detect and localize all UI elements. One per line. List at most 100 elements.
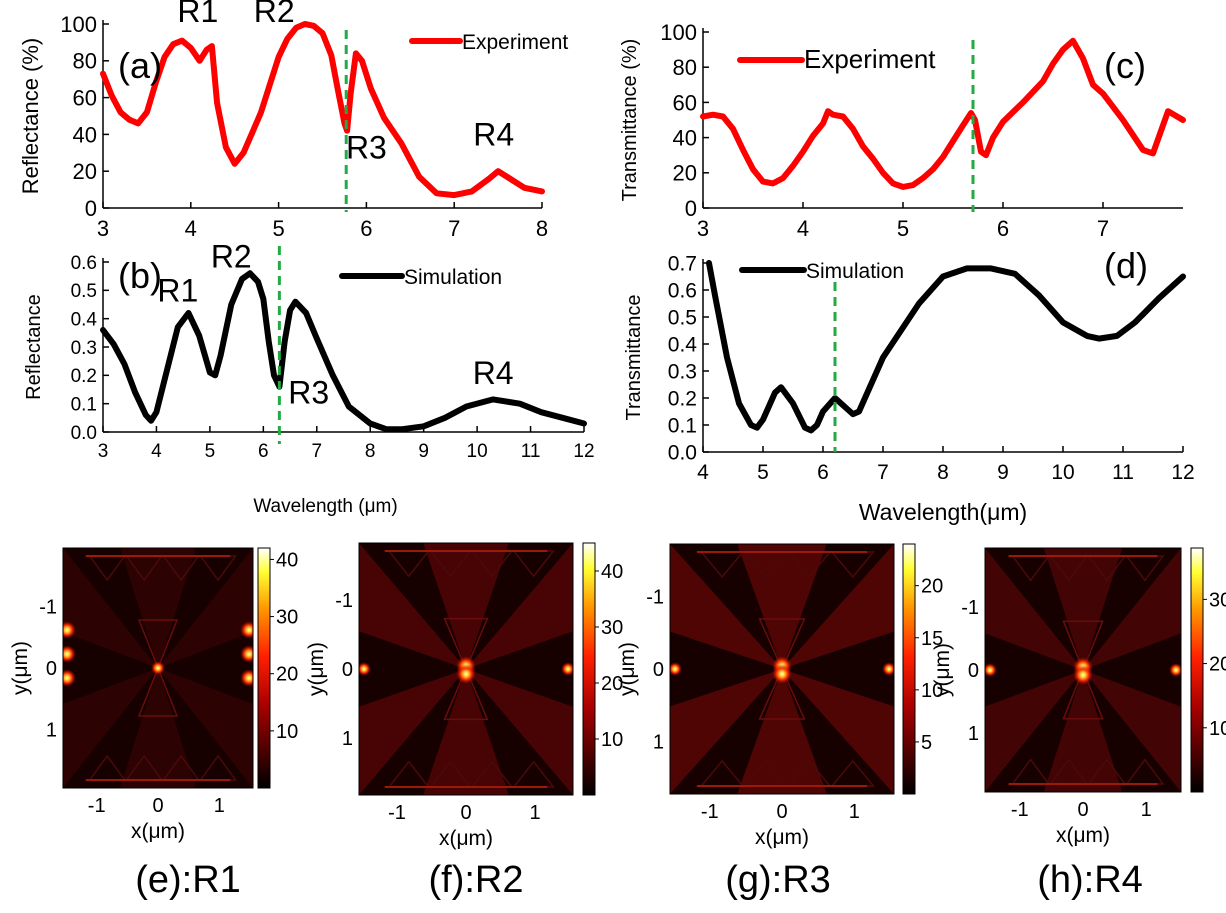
y-tick-label: 0.7 bbox=[668, 253, 697, 276]
colorbar-tick-label: 20 bbox=[601, 673, 623, 695]
structure-outline bbox=[137, 619, 179, 671]
field-ray bbox=[782, 669, 894, 794]
y-axis-title: y(μm) bbox=[616, 642, 639, 696]
y-tick-label: 0.2 bbox=[71, 366, 97, 387]
field-ray bbox=[782, 544, 894, 669]
y-axis-title: Transmittance bbox=[623, 295, 645, 421]
series-line-c bbox=[700, 37, 1186, 190]
colorbar-tick-label: 10 bbox=[1209, 718, 1226, 740]
field-hotspot bbox=[882, 662, 894, 676]
field-ray bbox=[158, 548, 253, 668]
peak-annotation: R1 bbox=[157, 273, 198, 309]
field-hotspot bbox=[240, 645, 253, 663]
field-hotspot bbox=[1169, 663, 1181, 677]
y-tick-label: 1 bbox=[342, 728, 353, 750]
colorbar-tick-label: 30 bbox=[276, 607, 298, 629]
x-tick-label: 7 bbox=[448, 216, 460, 241]
structure-outline bbox=[137, 665, 179, 717]
field-hotspot bbox=[151, 661, 165, 675]
colorbar-tick-label: 10 bbox=[601, 729, 623, 751]
x-tick-label: 7 bbox=[1097, 216, 1109, 241]
structure-outline bbox=[758, 667, 806, 720]
field-ray bbox=[423, 543, 509, 669]
series-line-d bbox=[706, 260, 1186, 434]
x-tick-label: 7 bbox=[311, 441, 322, 462]
y-tick-label: 0.3 bbox=[668, 361, 697, 384]
y-tick-label: -1 bbox=[961, 597, 979, 619]
x-tick-label: 8 bbox=[536, 216, 548, 241]
x-tick-label: 11 bbox=[1112, 461, 1134, 484]
legend-label: Experiment bbox=[462, 31, 568, 54]
peak-annotation: R2 bbox=[254, 0, 295, 29]
x-axis-title: x(μm) bbox=[439, 827, 493, 850]
y-tick-label: 20 bbox=[73, 159, 97, 184]
y-tick-label: 60 bbox=[673, 90, 697, 115]
structure-outline bbox=[443, 667, 489, 721]
y-tick-label: 0.5 bbox=[668, 307, 697, 330]
x-tick-label: 6 bbox=[258, 441, 269, 462]
colorbar-tick-label: 40 bbox=[601, 561, 623, 583]
panel-caption: (f):R2 bbox=[429, 859, 524, 901]
colorbar-tick-label: 40 bbox=[276, 549, 298, 571]
x-tick-label: 11 bbox=[521, 441, 541, 462]
panel-caption: (g):R3 bbox=[725, 859, 831, 901]
x-tick-label: 5 bbox=[757, 461, 769, 484]
x-tick-label: 5 bbox=[272, 216, 284, 241]
x-tick-label: 4 bbox=[797, 216, 809, 241]
y-tick-label: 40 bbox=[673, 126, 697, 151]
y-tick-label: -1 bbox=[335, 590, 353, 612]
colorbar-tick-label: 20 bbox=[1209, 654, 1226, 676]
panel-caption: (h):R4 bbox=[1037, 859, 1143, 901]
structure-outline bbox=[443, 617, 489, 671]
x-axis-title: x(μm) bbox=[755, 826, 809, 849]
heatmap-frame bbox=[984, 547, 1182, 793]
heatmap-panel-f: -1 0 1 -1 0 1 x(μm) y(μm) 10 20 30 40 (f):R2 bbox=[305, 542, 623, 901]
colorbar-tick-label: 10 bbox=[921, 680, 943, 702]
field-ray bbox=[466, 543, 573, 669]
x-tick-label: 4 bbox=[151, 441, 162, 462]
x-tick-label: -1 bbox=[701, 801, 719, 823]
y-tick-label: 1 bbox=[968, 723, 979, 745]
heatmap-field bbox=[359, 543, 573, 795]
field-hotspot bbox=[456, 664, 476, 684]
y-tick-label: 100 bbox=[60, 12, 97, 37]
field-ray bbox=[985, 670, 1083, 792]
x-axis-title: x(μm) bbox=[131, 820, 185, 843]
field-hotspot bbox=[359, 662, 371, 676]
y-tick-label: 0 bbox=[46, 658, 57, 680]
x-tick-label: 8 bbox=[937, 461, 949, 484]
panel-label: (c) bbox=[1104, 45, 1146, 86]
y-tick-label: 0 bbox=[342, 659, 353, 681]
field-ray bbox=[1083, 548, 1181, 670]
x-tick-label: -1 bbox=[88, 795, 106, 817]
y-axis-title: Reflectance bbox=[23, 294, 45, 400]
panel-caption: (e):R1 bbox=[135, 859, 241, 901]
y-tick-label: 0 bbox=[653, 659, 664, 681]
colorbar bbox=[582, 542, 596, 796]
y-tick-label: 0 bbox=[685, 196, 697, 221]
field-ray bbox=[120, 668, 196, 788]
heatmap-field bbox=[985, 548, 1181, 792]
field-ray bbox=[423, 669, 509, 795]
y-tick-label: 100 bbox=[660, 20, 697, 45]
y-tick-label: 0.0 bbox=[668, 442, 697, 465]
structure-outline bbox=[1062, 667, 1104, 720]
field-hotspot bbox=[1073, 665, 1093, 685]
x-tick-label: 0 bbox=[776, 801, 787, 823]
field-hotspot bbox=[985, 663, 997, 677]
peak-annotation: R1 bbox=[177, 0, 218, 29]
field-ray bbox=[466, 669, 573, 795]
x-tick-label: 1 bbox=[1141, 799, 1152, 821]
chart-panel-b: 0.0 0.1 0.2 0.3 0.4 0.5 0.6 3 4 5 6 7 8 9 10 11 12 Reflec… bbox=[23, 239, 595, 517]
x-tick-label: 7 bbox=[877, 461, 889, 484]
y-tick-label: 80 bbox=[73, 49, 97, 74]
x-tick-label: 3 bbox=[697, 216, 709, 241]
heatmap-field bbox=[670, 544, 894, 794]
field-ray bbox=[737, 544, 827, 669]
y-tick-label: 0.4 bbox=[668, 334, 698, 357]
y-tick-label: 0 bbox=[85, 196, 97, 221]
heatmap-frame bbox=[62, 547, 254, 789]
field-hotspot bbox=[63, 669, 76, 687]
y-tick-label: -1 bbox=[646, 587, 664, 609]
field-hotspot bbox=[772, 664, 792, 684]
